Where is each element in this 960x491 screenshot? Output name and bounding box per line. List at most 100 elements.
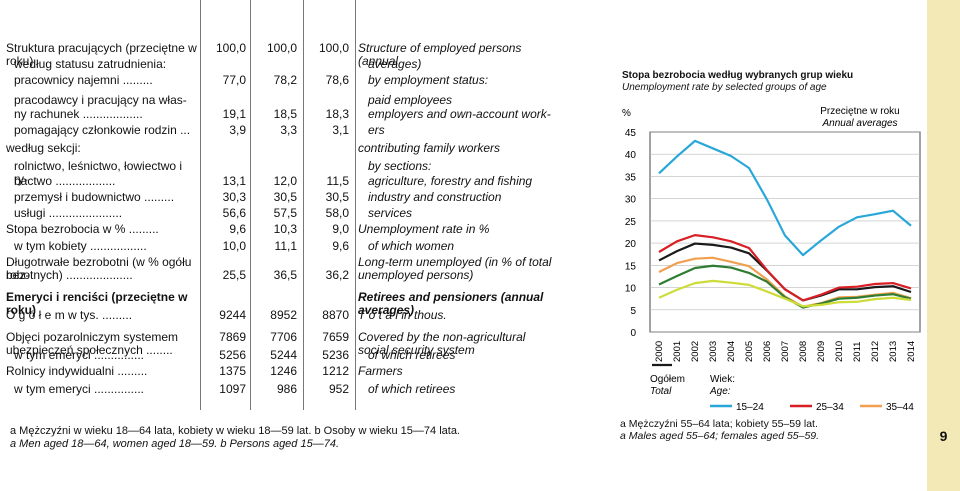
row-label-en: Long-term unemployed (in % of total <box>358 255 552 269</box>
row-label-pl: w tym emeryci ............... <box>14 348 145 362</box>
value-cell: 1246 <box>270 364 297 378</box>
row-label-en: unemployed persons) <box>358 268 474 282</box>
plot-frame <box>649 131 921 333</box>
value-cell: 78,6 <box>325 73 349 87</box>
x-tick-label: 2004 <box>726 341 737 362</box>
row-label-pl: Struktura pracujących (przeciętne w roku… <box>6 41 197 68</box>
value-cell: 25,5 <box>222 268 246 282</box>
x-tick-label: 2005 <box>744 341 755 362</box>
x-tick-label: 2008 <box>798 341 809 362</box>
chart-annotation-pl: Przeciętne w roku <box>820 106 899 117</box>
row-label-en: of which retirees <box>368 382 456 396</box>
value-cell: 1097 <box>219 382 246 396</box>
y-tick-label: 35 <box>625 172 637 183</box>
x-tick-label: 2003 <box>708 341 719 362</box>
row-label-en: contributing family workers <box>358 141 501 155</box>
value-cell: 10,3 <box>273 222 297 236</box>
x-tick-label: 2014 <box>906 341 917 362</box>
x-tick-label: 2000 <box>654 341 665 362</box>
series-line-15-24 <box>658 139 912 257</box>
row-label-en: employers and own-account work- <box>368 107 551 121</box>
row-label-pl: przemysł i budownictwo ......... <box>14 190 175 204</box>
row-label-en: by employment status: <box>368 73 489 87</box>
row-label-pl: O g ó ł e m w tys. ......... <box>6 308 133 322</box>
x-tick-label: 2001 <box>672 341 683 362</box>
y-tick-label: 0 <box>630 328 636 339</box>
value-cell: 8952 <box>270 308 297 322</box>
row-label-en: paid employees <box>368 93 453 107</box>
row-label-pl: według statusu zatrudnienia: <box>14 57 167 71</box>
row-label-pl: Objęci pozarolniczym systemem ubezpiecze… <box>6 330 179 357</box>
chart-footnote: a Mężczyźni 55–64 lata; kobiety 55–59 la… <box>620 418 820 442</box>
row-label-pl: ny rachunek .................. <box>14 107 143 121</box>
value-cell: 952 <box>328 382 349 396</box>
series-line-45-54 <box>658 264 912 309</box>
value-cell: 30,5 <box>325 190 349 204</box>
legend-title-en: Age: <box>709 386 731 397</box>
legend-title-pl: Wiek: <box>710 374 735 385</box>
value-cell: 7706 <box>270 330 297 344</box>
legend-total-pl: Ogółem <box>650 374 685 385</box>
y-tick-label: 40 <box>625 150 637 161</box>
row-label-en: Retirees and pensioners (annual averages… <box>358 290 544 317</box>
value-cell: 7869 <box>219 330 246 344</box>
series-line-25-34 <box>658 234 912 302</box>
value-cell: 5244 <box>270 348 297 362</box>
legend-label: 15–24 <box>736 402 764 413</box>
row-label-pl: pracownicy najemni ......... <box>14 73 153 87</box>
row-label-pl: w tym kobiety ................. <box>14 239 147 253</box>
value-cell: 13,1 <box>222 174 246 188</box>
row-label-en: T o t a l in thous. <box>358 308 447 322</box>
value-cell: 57,5 <box>273 206 297 220</box>
x-tick-label: 2011 <box>852 342 863 362</box>
value-cell: 3,3 <box>280 123 297 137</box>
value-cell: 9,6 <box>229 222 246 236</box>
value-cell: 9,6 <box>332 239 349 253</box>
value-cell: 8870 <box>322 308 349 322</box>
series-line-55-59-64-a <box>658 279 912 308</box>
row-label-pl: Stopa bezrobocia w % ......... <box>6 222 159 236</box>
page-edge-tab <box>927 0 960 491</box>
value-cell: 30,3 <box>222 190 246 204</box>
y-tick-label: 5 <box>630 306 636 317</box>
value-cell: 11,1 <box>274 239 297 253</box>
table-footnote: a Mężczyźni w wieku 18—64 lata, kobiety … <box>10 425 460 450</box>
value-cell: 986 <box>276 382 297 396</box>
row-label-pl: usługi ...................... <box>14 206 123 220</box>
row-label-pl: robotnych) .................... <box>6 268 133 282</box>
value-cell: 9244 <box>219 308 246 322</box>
value-cell: 58,0 <box>325 206 349 220</box>
row-label-pl: Długotrwałe bezrobotni (w % ogółu bez- <box>6 255 192 282</box>
value-cell: 100,0 <box>215 41 246 55</box>
x-tick-label: 2006 <box>762 341 773 362</box>
y-tick-label: 20 <box>625 239 637 250</box>
series-line-og-em-total <box>658 242 912 302</box>
x-tick-label: 2013 <box>888 341 899 362</box>
legend-label: 25–34 <box>816 402 844 413</box>
row-label-en: of which women <box>368 239 455 253</box>
x-tick-label: 2009 <box>816 341 827 362</box>
data-table: Struktura pracujących (przeciętne w roku… <box>0 0 555 410</box>
chart-annotation-en: Annual averages <box>821 118 897 129</box>
value-cell: 100,0 <box>318 41 349 55</box>
value-cell: 78,2 <box>273 73 297 87</box>
value-cell: 3,9 <box>229 123 246 137</box>
row-label-pl: Emeryci i renciści (przeciętne w roku) <box>6 290 188 317</box>
value-cell: 36,2 <box>325 268 349 282</box>
row-label-en: Farmers <box>358 364 403 378</box>
page-number: 9 <box>939 428 948 444</box>
row-label-en: agriculture, forestry and fishing <box>368 174 533 188</box>
y-axis-label: % <box>622 108 631 119</box>
value-cell: 77,0 <box>222 73 246 87</box>
value-cell: 3,1 <box>332 123 349 137</box>
value-cell: 18,3 <box>325 107 349 121</box>
value-cell: 10,0 <box>222 239 246 253</box>
y-tick-label: 10 <box>625 284 637 295</box>
row-label-en: of which retirees <box>368 348 456 362</box>
row-label-pl: w tym emeryci ............... <box>14 382 145 396</box>
value-cell: 5236 <box>322 348 349 362</box>
value-cell: 30,5 <box>273 190 297 204</box>
value-cell: 100,0 <box>266 41 297 55</box>
row-label-pl: Rolnicy indywidualni ......... <box>6 364 148 378</box>
y-tick-label: 25 <box>625 217 637 228</box>
